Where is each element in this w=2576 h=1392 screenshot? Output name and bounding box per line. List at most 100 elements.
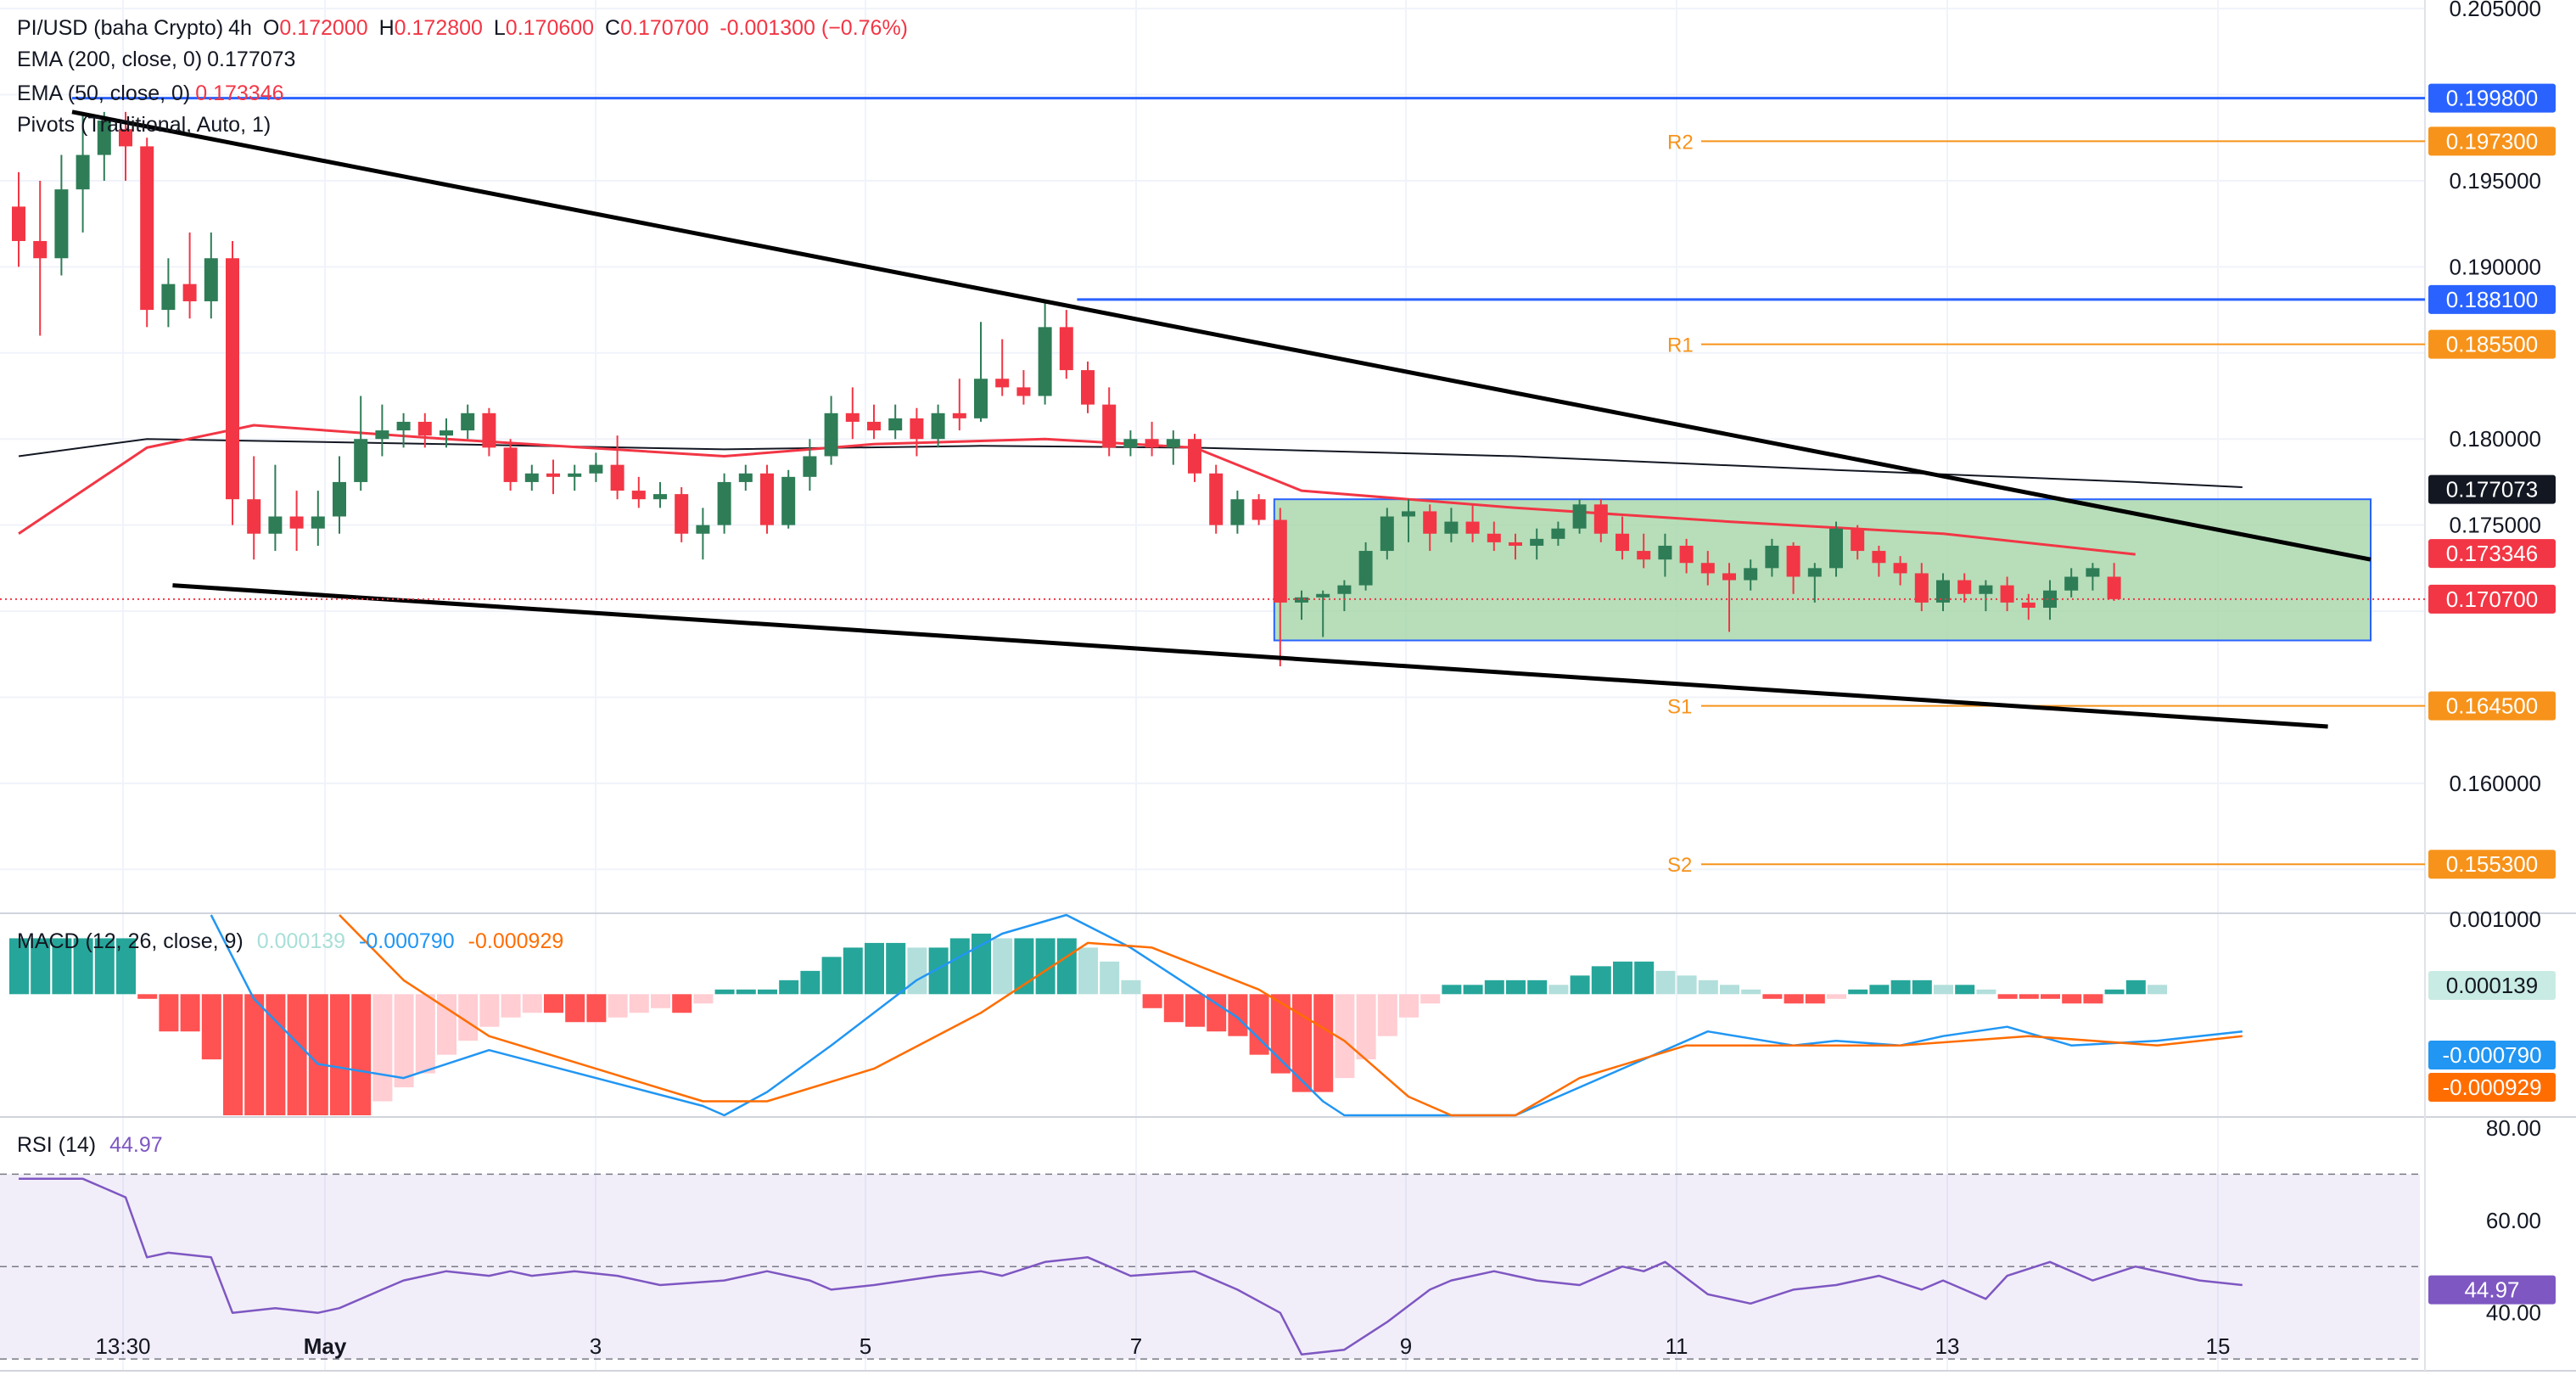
macd-histogram-bar: [1185, 994, 1205, 1027]
candle: [311, 491, 325, 546]
macd-histogram-bar: [1121, 979, 1141, 995]
macd-line: [210, 913, 2243, 1117]
macd-histogram-bar: [1527, 979, 1548, 995]
interval-label[interactable]: 4h: [228, 16, 252, 40]
macd-histogram-bar: [201, 994, 221, 1060]
macd-histogram-bar: [1677, 975, 1697, 995]
macd-histogram-bar: [1335, 994, 1355, 1079]
pivot-price-tag-bg: [2428, 126, 2556, 156]
macd-histogram-bar: [1869, 985, 1890, 995]
last-price-tag-text: 0.170700: [2446, 587, 2538, 612]
candle: [247, 456, 261, 560]
macd-histogram-bar: [714, 989, 735, 995]
candle: [760, 464, 774, 534]
time-tick-label: 3: [590, 1333, 602, 1359]
pivot-price-tag-text: 0.197300: [2446, 128, 2538, 154]
candle: [375, 404, 389, 457]
rsi-tick-label: 60.00: [2486, 1208, 2541, 1233]
candle-body: [1337, 585, 1352, 594]
ema200-price-tag-bg: [2428, 474, 2556, 504]
macd-histogram-bar: [1207, 994, 1227, 1032]
macd-histogram-bar: [394, 994, 414, 1088]
candle: [440, 418, 453, 448]
candle-body: [1551, 528, 1565, 539]
ema200-legend[interactable]: EMA (200, close, 0) 0.177073: [17, 45, 300, 74]
candle-body: [503, 447, 518, 482]
candle-body: [1893, 563, 1907, 574]
candle: [33, 180, 48, 336]
candle-body: [2021, 602, 2036, 608]
pivot-price-tag: 0.197300: [2428, 126, 2556, 156]
rsi-pane[interactable]: [0, 1173, 2420, 1360]
pivot-price-tag-text: 0.155300: [2446, 851, 2538, 877]
macd-histogram-bar: [330, 994, 350, 1115]
candle-body: [952, 413, 966, 418]
macd-histogram-bar: [31, 938, 51, 995]
macd-histogram-bar: [1976, 989, 1996, 995]
candle: [1358, 542, 1373, 591]
candle: [396, 413, 411, 448]
candle-body: [717, 481, 731, 525]
high-key: H: [378, 16, 395, 40]
candle-body: [1616, 533, 1629, 552]
price-axis[interactable]: 0.205000 0.195000 0.190000 0.180000 0.175000…: [2428, 0, 2556, 1326]
candle: [1209, 464, 1224, 534]
candle: [1765, 538, 1779, 577]
candle: [1872, 545, 1886, 577]
trendline: [71, 109, 2372, 562]
candle: [1616, 516, 1629, 560]
macd-histogram-bar: [2148, 985, 2167, 995]
candle: [1786, 542, 1800, 594]
candle: [1893, 556, 1907, 586]
macd-histogram-bar: [244, 994, 265, 1115]
pivot-price-tag-text: 0.185500: [2446, 332, 2538, 357]
level-price-tag-text: 0.188100: [2446, 287, 2538, 312]
candle: [1658, 533, 1672, 577]
price-tick-label: 0.205000: [2450, 0, 2541, 21]
macd-histogram-bar: [1548, 985, 1569, 995]
candle: [845, 387, 860, 440]
price-tick-label: 0.195000: [2450, 168, 2541, 194]
ema50-legend[interactable]: EMA (50, close, 0) 0.173346: [17, 79, 289, 108]
candle-body: [589, 464, 603, 474]
level-price-tag-bg: [2428, 284, 2556, 314]
candle: [631, 476, 646, 508]
macd-label: MACD (12, 26, close, 9): [17, 929, 244, 953]
candle: [2000, 576, 2014, 612]
time-axis[interactable]: 13:30 May 3 5 7 9 11 13 15: [95, 1333, 2230, 1359]
pivots-legend[interactable]: Pivots (Traditional, Auto, 1): [17, 110, 276, 139]
candle-body: [1765, 545, 1779, 569]
macd-histogram-bar: [886, 942, 906, 995]
macd-histogram-bar: [1228, 994, 1248, 1036]
macd-histogram-bar: [137, 994, 158, 999]
candle-body: [182, 283, 197, 301]
candle-body: [1487, 533, 1501, 542]
macd-histogram-bar: [993, 938, 1013, 995]
macd-signal-tag-bg: [2428, 1073, 2556, 1102]
change-value: -0.001300 (−0.76%): [720, 16, 909, 40]
macd-pane[interactable]: [9, 913, 2243, 1117]
macd-histogram-bar: [458, 994, 479, 1041]
candle-body: [333, 481, 346, 517]
rsi-legend[interactable]: RSI (14) 44.97: [17, 1133, 163, 1158]
candle-body: [1123, 439, 1138, 448]
rsi-band-fill: [0, 1174, 2420, 1360]
macd-histogram-bar: [1741, 989, 1761, 995]
close-key: C: [605, 16, 621, 40]
candle: [1829, 521, 1843, 577]
macd-histogram-bar: [1934, 985, 1953, 995]
candle-body: [2086, 568, 2100, 577]
candle: [1316, 590, 1330, 637]
candle: [1059, 310, 1073, 379]
macd-legend[interactable]: MACD (12, 26, close, 9) 0.000139 -0.000790…: [17, 929, 563, 954]
candle-body: [1444, 521, 1459, 534]
symbol-label[interactable]: PI/USD (baha Crypto): [17, 16, 224, 40]
candle: [1530, 528, 1544, 560]
candle-body: [76, 154, 90, 190]
ema200-label: EMA (200, close, 0): [17, 48, 203, 71]
macd-histogram-bar: [1997, 994, 2018, 999]
candles-layer[interactable]: [12, 111, 2121, 666]
candle: [97, 111, 111, 181]
